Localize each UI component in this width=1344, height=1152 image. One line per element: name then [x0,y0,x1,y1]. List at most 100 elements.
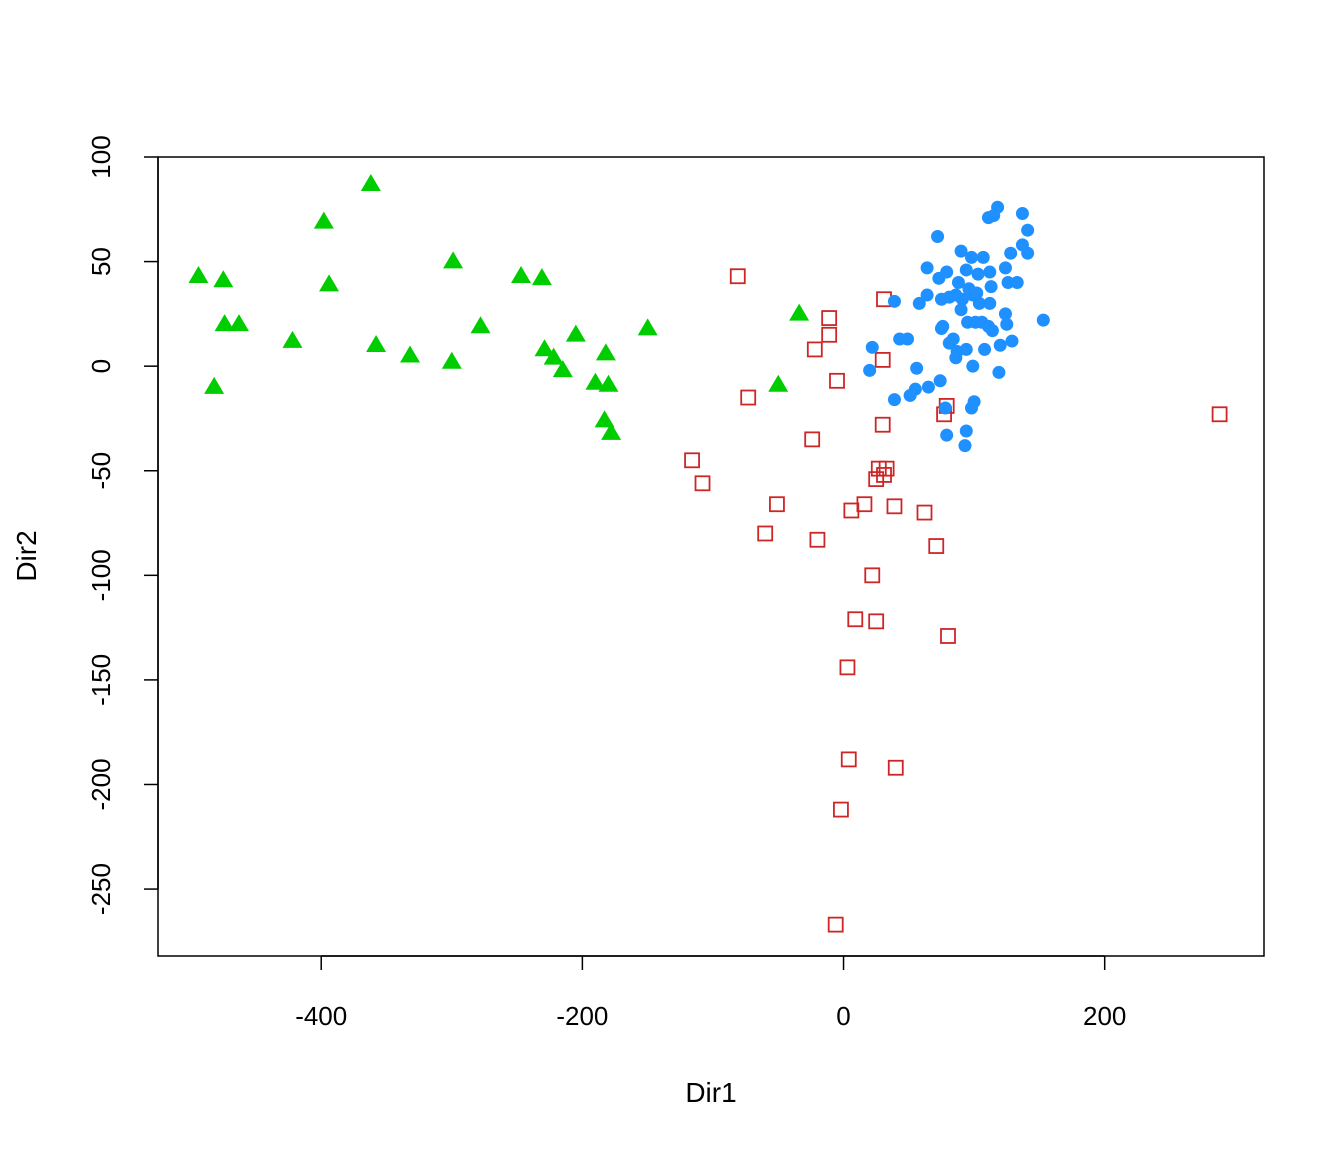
circle-point [931,229,945,243]
circle-point [985,324,999,338]
square-point [821,310,838,326]
y-tick-label: -150 [86,654,116,706]
square-point [868,613,885,630]
triangle-point [789,303,810,321]
square-point [874,416,891,433]
circle-point [972,296,986,310]
y-tick-label: -50 [86,452,116,490]
triangle-point [595,343,616,361]
circle-point [865,340,879,354]
square-point [809,531,826,548]
triangle-point [594,410,615,428]
circle-point [887,393,901,407]
triangle-point [565,324,586,342]
circle-point [863,363,877,377]
triangle-point [585,372,606,390]
square-point [829,372,845,389]
square-point [840,751,857,768]
square-point [806,341,823,358]
series-3 [863,200,1050,453]
circle-point [992,365,1006,379]
circle-point [1000,317,1014,331]
circle-point [921,380,935,394]
y-axis-title: Dir2 [11,530,42,581]
square-point [843,502,860,519]
circle-point [933,374,947,388]
circle-point [976,250,990,264]
triangle-point [511,266,532,284]
x-tick-label: 0 [836,1001,850,1031]
circle-point [1004,246,1018,260]
square-point [833,801,849,818]
triangle-point [400,345,421,363]
square-point [864,567,881,584]
square-point [694,475,711,492]
circle-point [940,265,954,279]
triangle-point [214,314,235,332]
x-axis: -400 -200 0 200 [295,955,1126,1031]
triangle-point [360,173,381,191]
circle-point [955,292,969,306]
square-point [856,496,873,513]
x-tick-label: 200 [1083,1001,1126,1031]
circle-point [910,361,924,375]
circle-point [987,209,1001,223]
triangle-point [601,422,622,440]
circle-point [954,244,968,258]
circle-point [966,359,980,373]
circle-point [920,288,934,302]
square-point [847,611,864,628]
circle-point [940,428,954,442]
circle-point [951,275,965,289]
circle-point [936,319,950,333]
circle-point [1036,313,1050,327]
square-point [839,659,856,676]
triangle-point [637,318,658,336]
triangle-point [441,351,462,369]
series-1 [188,173,810,440]
circle-point [1010,275,1024,289]
square-point [740,389,757,406]
circle-point [938,401,952,415]
triangle-point [543,347,564,365]
circle-point [998,261,1012,275]
square-point [804,431,821,448]
square-point [729,268,746,285]
series-2 [684,268,1228,933]
y-axis: -250 -200 -150 -100 -50 0 50 100 [86,135,159,915]
x-tick-label: -200 [556,1001,608,1031]
circle-point [901,332,915,346]
x-axis-title: Dir1 [685,1077,736,1108]
triangle-point [768,374,789,392]
circle-point [1015,238,1029,252]
square-point [887,759,904,776]
triangle-point [443,251,464,269]
circle-point [908,382,922,396]
circle-point [983,265,997,279]
triangle-point [531,268,552,286]
data-points [188,173,1228,933]
triangle-point [282,330,303,348]
triangle-point [319,274,340,292]
triangle-point [598,374,619,392]
y-tick-label: -250 [86,863,116,915]
circle-point [958,439,972,453]
square-point [684,452,700,469]
square-point [928,538,945,554]
circle-point [954,303,968,317]
square-point [827,916,844,933]
circle-point [984,280,998,294]
circle-point [959,424,973,438]
square-point [1211,406,1228,423]
triangle-point [552,360,573,378]
circle-point [965,250,979,264]
square-point [886,498,903,515]
y-tick-label: 50 [86,247,116,276]
plot-frame [157,156,1265,957]
circle-point [1001,275,1015,289]
circle-point [967,395,981,409]
square-point [757,525,774,542]
triangle-point [228,314,249,332]
circle-point [887,294,901,308]
square-point [821,326,838,343]
